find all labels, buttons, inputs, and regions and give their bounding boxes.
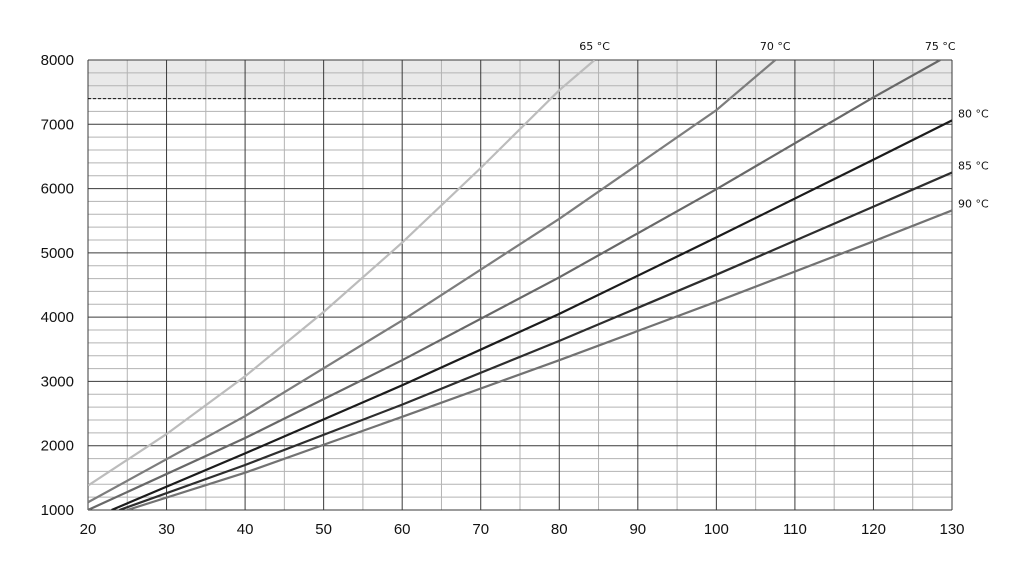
x-tick-label: 100 [704, 521, 729, 538]
series-line-65c [88, 60, 596, 487]
y-tick-label: 8000 [41, 52, 74, 69]
axis-layer: 20 30 40 50 60 70 80 90 100 110 120 130 1000 2000 3000… [41, 52, 965, 538]
x-tick-label: 50 [315, 521, 332, 538]
series-label: 70 °C [760, 40, 791, 53]
x-tick-label: 30 [158, 521, 175, 538]
series-line-80c [111, 119, 952, 510]
y-tick-label: 1000 [41, 502, 74, 519]
x-tick-label: 70 [472, 521, 489, 538]
x-tick-label: 130 [939, 521, 964, 538]
x-tick-label: 60 [394, 521, 411, 538]
y-tick-label: 2000 [41, 438, 74, 455]
y-tick-label: 6000 [41, 181, 74, 198]
x-tick-label: 20 [80, 521, 97, 538]
series-label-layer: 65 °C 70 °C 75 °C 80 °C 85 °C 90 °C [579, 40, 989, 210]
series-line-85c [119, 171, 952, 510]
series-label: 65 °C [579, 40, 610, 53]
grid-layer [87, 59, 953, 511]
x-tick-label: 120 [861, 521, 886, 538]
y-tick-label: 7000 [41, 116, 74, 133]
x-tick-label: 80 [551, 521, 568, 538]
series-line-70c [88, 60, 777, 504]
y-tick-label: 4000 [41, 309, 74, 326]
x-tick-label: 40 [237, 521, 254, 538]
series-label: 75 °C [925, 40, 956, 53]
series-line-90c [126, 209, 952, 510]
series-line-75c [88, 60, 941, 510]
series-label: 80 °C [958, 107, 989, 120]
y-tick-label: 5000 [41, 245, 74, 262]
x-tick-label: 90 [629, 521, 646, 538]
x-tick-label: 110 [783, 521, 807, 538]
series-label: 90 °C [958, 197, 989, 210]
series-label: 85 °C [958, 160, 989, 173]
series-layer [88, 60, 952, 510]
y-tick-label: 3000 [41, 373, 74, 390]
